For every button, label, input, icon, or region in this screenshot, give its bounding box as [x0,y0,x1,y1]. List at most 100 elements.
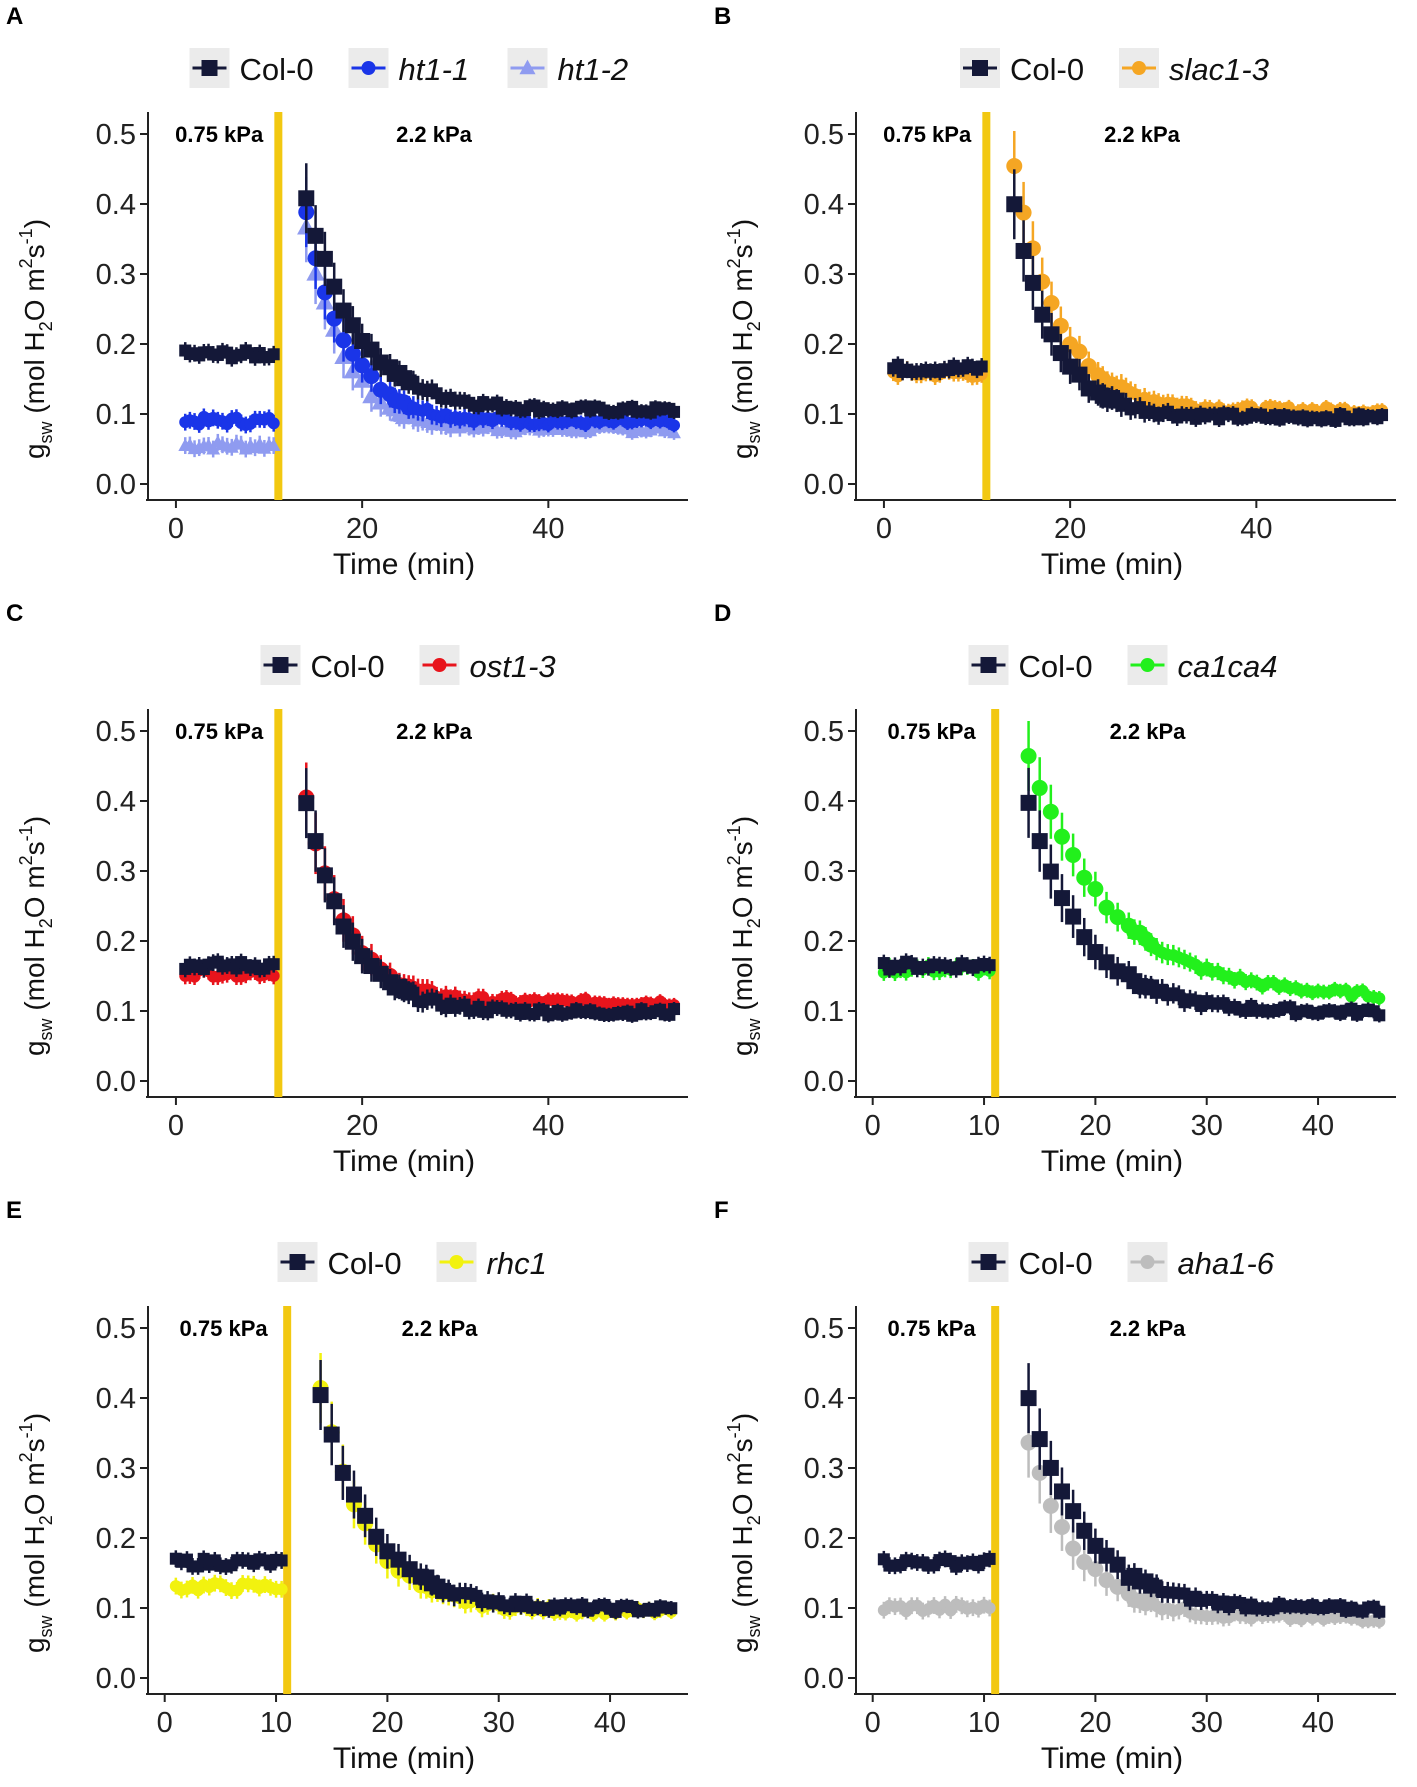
x-axis-title: Time (min) [333,1742,475,1775]
legend-label: ca1ca4 [1178,649,1278,684]
data-point-circle [354,357,371,374]
legend-item: aha1-6 [1127,1242,1275,1282]
series-Col-0 [179,163,681,420]
data-point-triangle [519,59,536,75]
data-point-square [983,1552,996,1565]
y-tick-label: 0.0 [96,469,136,501]
y-tick-label: 0.1 [804,399,844,431]
series-Col-0 [877,767,1386,1023]
y-axis-title-part: O m [727,865,758,918]
data-point-square [1065,908,1082,925]
data-point-circle [1020,747,1037,764]
data-point-square [368,1528,385,1545]
x-axis-title: Time (min) [1041,1145,1183,1178]
y-axis-title-part: ) [727,219,758,228]
legend-label: rhc1 [487,1246,547,1281]
data-point-square [316,250,333,267]
y-tick-label: 0.3 [804,1453,844,1485]
y-axis-title-part: (mol H [19,1525,50,1615]
legend-label: Col-0 [328,1246,402,1281]
y-tick-label: 0.2 [96,926,136,958]
x-tick-label: 0 [876,513,892,545]
legend: Col-0 ost1-3 [260,645,556,685]
panel-letter: D [714,600,731,627]
x-axis-title: Time (min) [1041,548,1183,581]
legend-label: ht1-1 [399,52,470,87]
data-point-square [1053,890,1070,907]
series-Col-0 [877,1363,1386,1619]
data-point-square [1034,306,1051,323]
y-axis-title-part: s [19,1438,50,1452]
data-point-triangle [362,386,381,404]
data-point-circle [1053,1518,1070,1535]
panel-E: E Col-0 rhc1 0.0 0.1 0.2 0.3 0.4 0.5 0 10 20 30 40 Tim… [6,1197,688,1775]
data-point-circle [1087,881,1104,898]
data-point-square [344,317,361,334]
annotation-high-vpd: 2.2 kPa [1104,122,1181,147]
y-tick-label: 0.1 [96,1593,136,1625]
y-axis-title-part: g [19,1040,50,1056]
transition-line [991,1306,1000,1694]
y-axis-title-part: ) [19,816,50,825]
data-point-circle [983,1601,996,1614]
legend-item: Col-0 [277,1242,402,1282]
y-axis-title-part: 2 [744,918,764,928]
data-point-square [316,867,333,884]
x-axis-title: Time (min) [1041,1742,1183,1775]
y-axis-title-part: ) [19,1413,50,1422]
data-point-square [1376,409,1389,422]
y-tick-label: 0.0 [804,469,844,501]
y-axis-title-part: (mol H [19,331,50,421]
data-point-circle [432,658,447,672]
y-tick-label: 0.5 [96,1313,136,1345]
annotation-low-vpd: 0.75 kPa [180,1316,269,1341]
y-axis-title-part: -1 [724,228,744,244]
y-tick-label: 0.3 [804,259,844,291]
transition-line [982,112,991,500]
data-point-square [1042,1459,1059,1476]
x-tick-label: 40 [1302,1110,1334,1142]
data-point-square [1373,1009,1386,1022]
data-point-square [1076,1522,1093,1539]
panel-C: C Col-0 ost1-3 0.0 0.1 0.2 0.3 0.4 0.5 0 20 40 Time … [6,600,688,1178]
data-point-square [323,1426,340,1443]
data-point-circle [1042,803,1059,820]
data-point-circle [668,419,681,432]
y-axis-title-part: 2 [724,1452,744,1462]
annotation-high-vpd: 2.2 kPa [396,122,473,147]
y-tick-label: 0.2 [96,329,136,361]
legend-item: Col-0 [960,48,1084,88]
y-tick-label: 0.3 [96,259,136,291]
data-point-square [1042,863,1059,880]
x-tick-label: 40 [1240,513,1272,545]
annotation-high-vpd: 2.2 kPa [396,719,473,744]
data-point-square [668,1003,681,1016]
data-point-circle [1140,1255,1155,1269]
series-Col-0 [887,169,1389,429]
y-axis-title-part: g [19,443,50,459]
y-axis-title-part: -1 [16,228,36,244]
legend: Col-0 ht1-1 ht1-2 [189,48,628,88]
y-tick-label: 0.4 [804,1383,844,1415]
data-point-circle [1098,899,1115,916]
annotation-low-vpd: 0.75 kPa [175,122,264,147]
x-tick-label: 10 [968,1110,1000,1142]
x-tick-label: 30 [483,1707,515,1739]
y-tick-label: 0.1 [96,996,136,1028]
x-tick-label: 40 [532,513,564,545]
data-point-square [1052,345,1069,362]
x-tick-label: 0 [168,513,184,545]
data-point-circle [1071,343,1088,360]
y-tick-label: 0.2 [804,329,844,361]
series-ht1-1 [179,177,681,434]
data-point-circle [1053,828,1070,845]
y-axis-title-part: sw [36,1614,56,1637]
legend-item: ht1-2 [507,48,628,88]
y-axis-title-part: s [19,841,50,855]
y-axis-title: gsw (mol H2O m2s-1) [724,219,764,459]
data-point-circle [1076,869,1093,886]
y-axis-title: gsw (mol H2O m2s-1) [16,219,56,459]
y-axis-title-part: 2 [36,1515,56,1525]
data-point-triangle [206,441,221,455]
data-point-square [357,1507,374,1524]
